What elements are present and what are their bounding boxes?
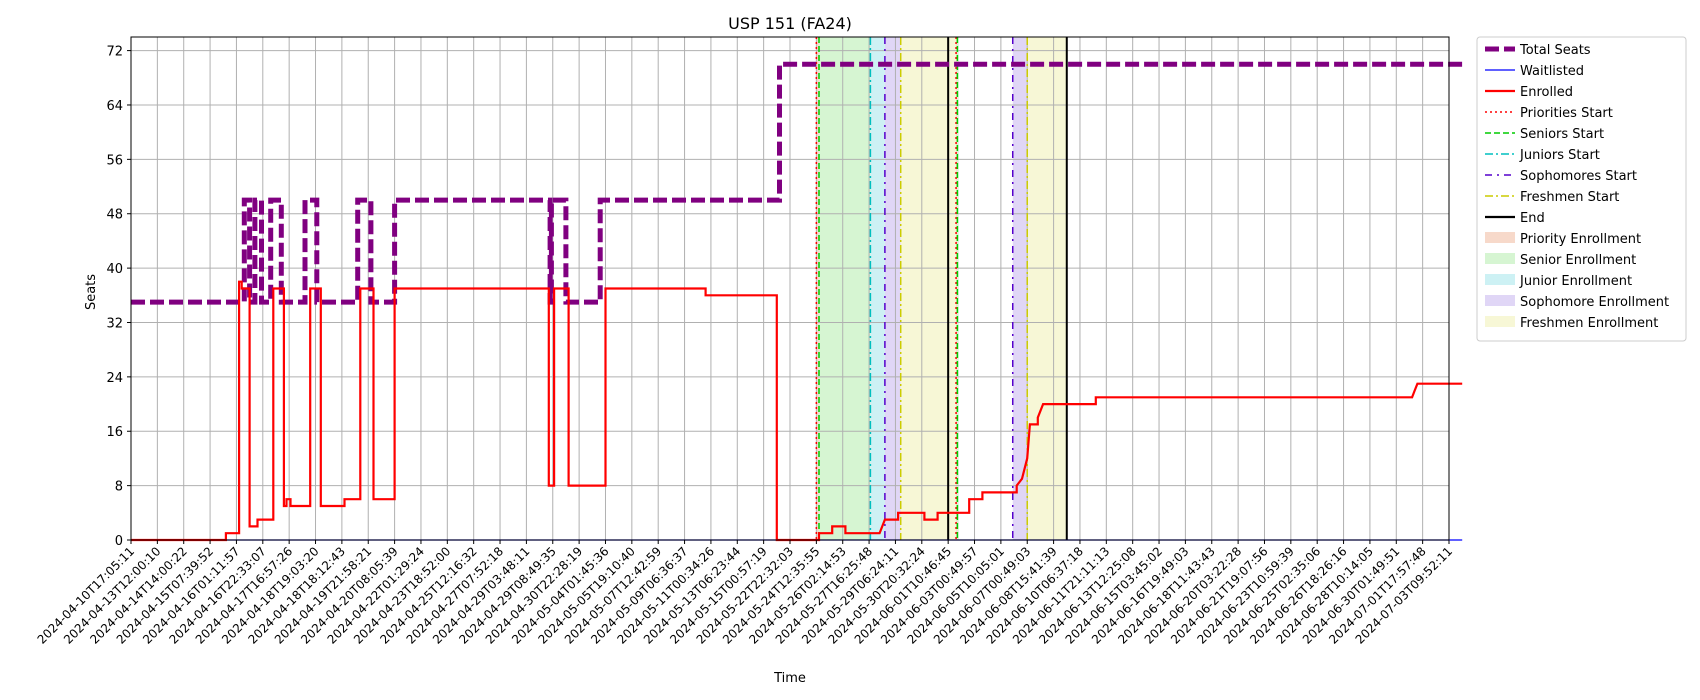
y-tick-label-4: 32 (106, 316, 123, 331)
legend-swatch-13 (1485, 316, 1515, 327)
legend-swatch-10 (1485, 253, 1515, 264)
y-axis-ticks: 0 8 16 24 32 40 48 56 64 72 (106, 45, 131, 549)
legend-swatch-12 (1485, 295, 1515, 306)
grid-lines (130, 37, 1450, 541)
span-2 (870, 37, 885, 540)
span-7 (1012, 37, 1028, 540)
legend-label-12: Sophomore Enrollment (1520, 295, 1669, 310)
span-4 (900, 37, 957, 540)
x-axis-ticks: 2024-04-10T17:05:112024-04-13T12:00:1020… (35, 540, 1455, 647)
y-axis-label: Seats (84, 274, 99, 310)
legend-label-5: Juniors Start (1519, 148, 1600, 163)
span-1 (818, 37, 871, 540)
legend-label-10: Senior Enrollment (1520, 253, 1636, 268)
y-tick-label-6: 48 (106, 208, 123, 223)
y-tick-label-0: 0 (115, 534, 123, 549)
legend-label-0: Total Seats (1519, 43, 1591, 58)
span-0 (816, 37, 819, 540)
legend-label-6: Sophomores Start (1520, 169, 1637, 184)
series-2 (131, 280, 1463, 542)
legend-label-1: Waitlisted (1520, 64, 1584, 79)
enrollment-spans (816, 37, 1067, 540)
y-tick-label-2: 16 (106, 425, 123, 440)
legend: Total Seats Waitlisted Enrolled Priorities … (1476, 36, 1687, 342)
legend-label-11: Junior Enrollment (1519, 274, 1632, 289)
x-axis-label: Time (773, 671, 806, 686)
span-6 (957, 37, 959, 540)
y-tick-label-5: 40 (106, 262, 123, 277)
legend-label-4: Seniors Start (1520, 127, 1604, 142)
legend-label-13: Freshmen Enrollment (1520, 316, 1658, 331)
series-0 (131, 61, 1463, 305)
phase-lines (815, 37, 1068, 540)
span-8 (1027, 37, 1067, 540)
legend-label-8: End (1520, 211, 1545, 226)
y-tick-label-7: 56 (106, 153, 123, 168)
y-tick-label-8: 64 (106, 99, 123, 114)
legend-swatch-9 (1485, 232, 1515, 243)
legend-swatch-11 (1485, 274, 1515, 285)
legend-label-3: Priorities Start (1520, 106, 1613, 121)
legend-box (1476, 36, 1687, 342)
legend-label-7: Freshmen Start (1520, 190, 1619, 205)
chart-title: USP 151 (FA24) (728, 14, 852, 33)
legend-label-9: Priority Enrollment (1520, 232, 1641, 247)
legend-label-2: Enrolled (1520, 85, 1573, 100)
y-tick-label-9: 72 (106, 45, 123, 60)
y-tick-label-3: 24 (106, 371, 123, 386)
series-lines (131, 61, 1463, 542)
span-3 (884, 37, 901, 540)
y-tick-label-1: 8 (115, 480, 123, 495)
